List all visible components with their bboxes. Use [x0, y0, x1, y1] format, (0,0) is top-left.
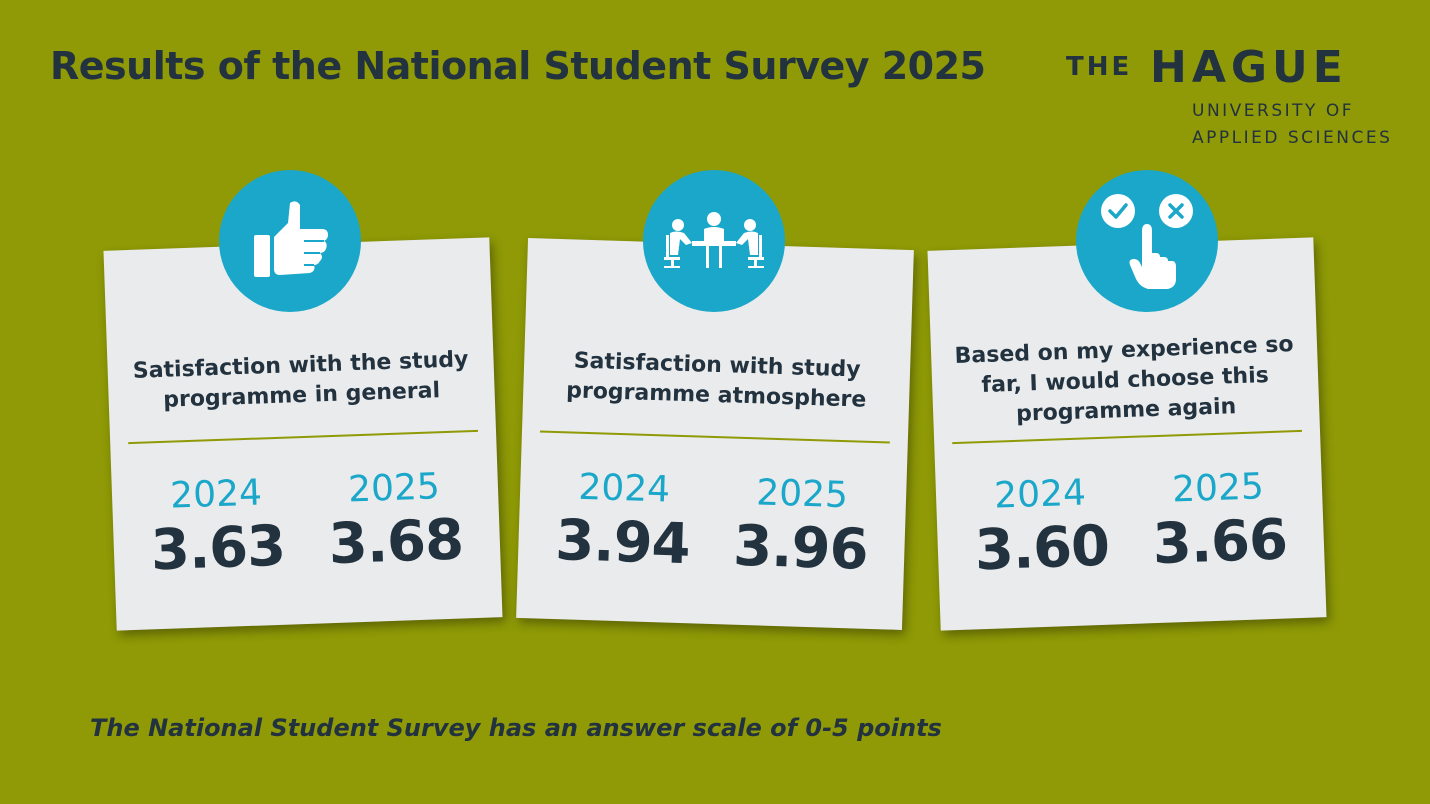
- icon-circle: [643, 170, 785, 312]
- logo-subtitle: UNIVERSITY OF APPLIED SCIENCES: [1192, 98, 1392, 152]
- card-divider: [128, 429, 479, 445]
- score-value: 3.60: [973, 513, 1111, 584]
- card-heading: Satisfaction with the study programme in…: [132, 347, 469, 413]
- year-label: 2024: [993, 472, 1087, 517]
- year-column-2024: 2024 3.63: [135, 470, 299, 584]
- card-divider: [539, 430, 890, 444]
- year-column-2024: 2024 3.94: [542, 465, 705, 578]
- score-value: 3.63: [149, 513, 287, 584]
- card-heading: Satisfaction with study programme atmosp…: [565, 348, 867, 413]
- logo-the: THE: [1066, 52, 1133, 82]
- logo-subtitle-line-1: UNIVERSITY OF: [1192, 101, 1354, 121]
- year-column-2025: 2025 3.66: [1137, 464, 1301, 578]
- score-value: 3.68: [327, 507, 465, 578]
- score-value: 3.96: [732, 513, 869, 583]
- year-label: 2024: [169, 472, 263, 517]
- year-column-2025: 2025 3.96: [719, 470, 882, 583]
- year-label: 2024: [577, 466, 671, 511]
- page-title: Results of the National Student Survey 2…: [50, 44, 986, 88]
- year-label: 2025: [755, 472, 849, 517]
- logo-hague: HAGUE: [1150, 42, 1348, 93]
- score-value: 3.94: [554, 508, 691, 578]
- choice-hand-icon: [1101, 194, 1193, 289]
- year-label: 2025: [1171, 466, 1265, 511]
- card-heading: Based on my experience so far, I would c…: [954, 332, 1294, 427]
- icon-circle: [219, 170, 361, 312]
- thumbs-up-icon: [254, 201, 328, 277]
- meeting-table-icon: [664, 212, 764, 268]
- card-divider: [952, 429, 1303, 445]
- logo-subtitle-line-2: APPLIED SCIENCES: [1192, 128, 1393, 148]
- year-label: 2025: [347, 466, 441, 511]
- year-column-2024: 2024 3.60: [959, 470, 1123, 584]
- footnote: The National Student Survey has an answe…: [90, 714, 942, 742]
- year-column-2025: 2025 3.68: [313, 464, 477, 578]
- score-value: 3.66: [1151, 507, 1289, 578]
- icon-circle: [1076, 170, 1218, 312]
